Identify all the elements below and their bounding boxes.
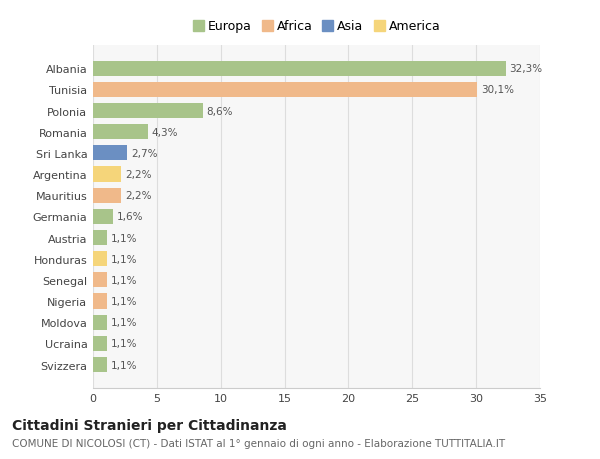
Text: Cittadini Stranieri per Cittadinanza: Cittadini Stranieri per Cittadinanza xyxy=(12,418,287,431)
Bar xyxy=(93,83,478,98)
Text: 1,1%: 1,1% xyxy=(111,275,137,285)
Text: 1,1%: 1,1% xyxy=(111,254,137,264)
Bar xyxy=(93,357,107,372)
Text: 2,7%: 2,7% xyxy=(131,149,158,158)
Bar xyxy=(93,188,121,203)
Text: 4,3%: 4,3% xyxy=(152,128,178,137)
Bar xyxy=(93,315,107,330)
Text: 1,1%: 1,1% xyxy=(111,233,137,243)
Text: 1,1%: 1,1% xyxy=(111,360,137,369)
Bar xyxy=(93,336,107,351)
Bar xyxy=(93,209,113,224)
Text: 32,3%: 32,3% xyxy=(509,64,542,74)
Text: 1,1%: 1,1% xyxy=(111,318,137,327)
Text: 2,2%: 2,2% xyxy=(125,191,151,201)
Bar xyxy=(93,125,148,140)
Text: 2,2%: 2,2% xyxy=(125,170,151,179)
Bar xyxy=(93,104,203,119)
Text: 1,1%: 1,1% xyxy=(111,339,137,348)
Text: 30,1%: 30,1% xyxy=(481,85,514,95)
Text: 8,6%: 8,6% xyxy=(206,106,233,116)
Bar xyxy=(93,273,107,288)
Text: COMUNE DI NICOLOSI (CT) - Dati ISTAT al 1° gennaio di ogni anno - Elaborazione T: COMUNE DI NICOLOSI (CT) - Dati ISTAT al … xyxy=(12,438,505,448)
Bar xyxy=(93,230,107,246)
Bar xyxy=(93,252,107,267)
Legend: Europa, Africa, Asia, America: Europa, Africa, Asia, America xyxy=(190,18,443,36)
Bar xyxy=(93,294,107,309)
Text: 1,1%: 1,1% xyxy=(111,297,137,306)
Bar xyxy=(93,62,506,77)
Bar xyxy=(93,167,121,182)
Text: 1,6%: 1,6% xyxy=(117,212,144,222)
Bar xyxy=(93,146,127,161)
